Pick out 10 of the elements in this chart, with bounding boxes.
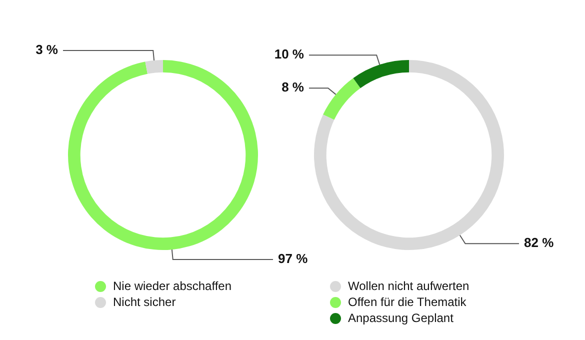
- data-label: 10 %: [274, 46, 304, 62]
- legend-label: Offen für die Thematik: [348, 295, 466, 309]
- legend-label: Nie wieder abschaffen: [113, 279, 232, 293]
- data-label: 8 %: [282, 80, 304, 95]
- legend-label: Anpassung Geplant: [348, 311, 454, 325]
- legend-label: Wollen nicht aufwerten: [348, 279, 470, 293]
- data-label: 97 %: [278, 251, 308, 266]
- data-label: 3 %: [36, 42, 58, 58]
- data-label: 82 %: [524, 235, 554, 250]
- legend-label: Nicht sicher: [113, 295, 176, 309]
